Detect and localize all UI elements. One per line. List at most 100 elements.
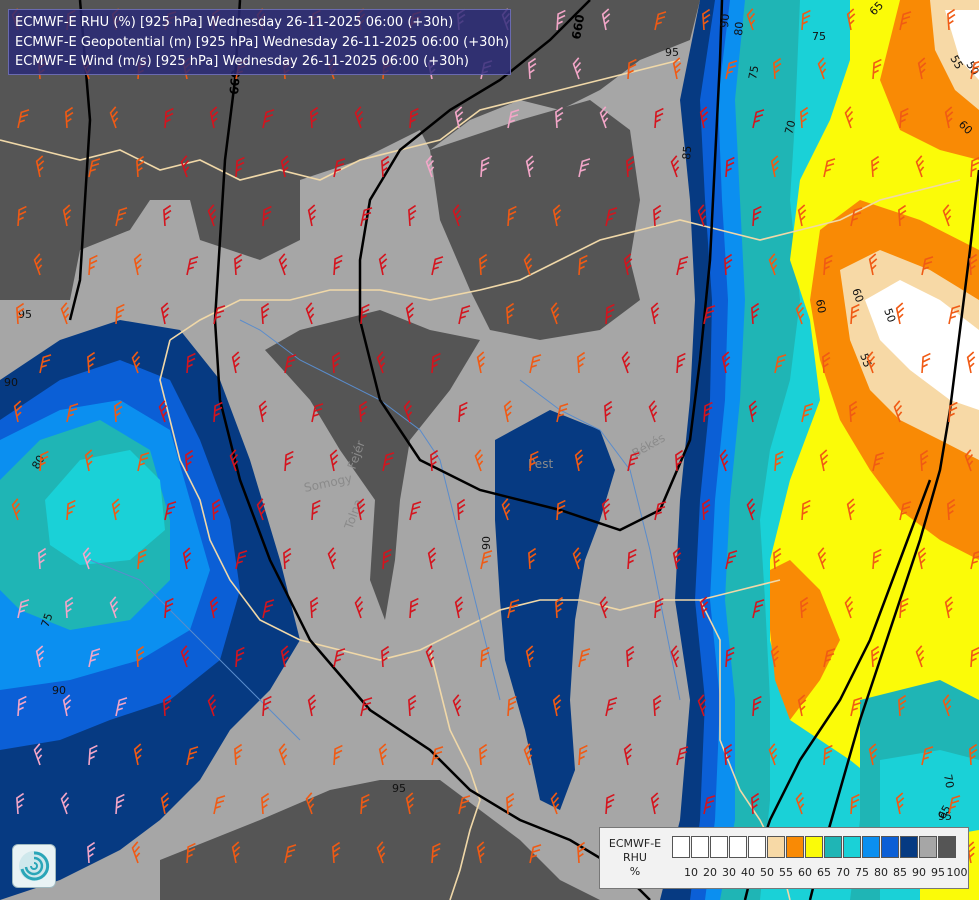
wind-barb-icon (844, 106, 854, 129)
geopotential-label: 660 (569, 13, 587, 40)
wind-barb-icon (137, 548, 147, 570)
wind-barb-icon (621, 351, 631, 374)
wind-barb-icon (725, 550, 738, 570)
wind-barb-icon (947, 498, 956, 521)
wind-barb-icon (305, 302, 315, 325)
wind-barb-icon (262, 205, 272, 227)
wind-barb-icon (186, 746, 199, 766)
wind-barb-icon (501, 498, 511, 521)
wind-barb-icon (801, 9, 811, 31)
wind-barb-icon (409, 597, 419, 619)
wind-barb-icon (182, 547, 192, 570)
wind-barb-icon (872, 548, 882, 570)
wind-barb-icon (359, 400, 368, 423)
wind-barb-icon (604, 400, 613, 423)
wind-barb-icon (115, 207, 128, 227)
wind-barb-icon (66, 403, 79, 423)
wind-barb-icon (114, 400, 123, 423)
wind-barb-icon (676, 352, 686, 374)
legend-tick-label: 95 (931, 866, 945, 879)
legend-swatch (805, 836, 823, 858)
wind-barb-icon (552, 694, 562, 717)
wind-barb-icon (920, 449, 929, 472)
wind-barb-icon (942, 694, 952, 717)
wind-barb-icon (284, 844, 297, 864)
wind-barb-icon (653, 694, 662, 717)
rhu-100-region-west (265, 310, 480, 620)
wind-barb-icon (577, 351, 586, 374)
wind-barb-icon (229, 449, 239, 472)
wind-barb-icon (235, 550, 248, 570)
rhu-contour-label: 80 (732, 21, 746, 36)
legend-swatch (672, 836, 690, 858)
wind-barb-icon (942, 204, 952, 227)
wind-barb-icon (207, 694, 217, 717)
legend-tick-label: 65 (817, 866, 831, 879)
wind-barb-icon (209, 596, 219, 619)
wind-barb-icon (966, 351, 976, 374)
wind-barb-icon (11, 498, 21, 521)
wind-barb-icon (13, 400, 23, 423)
wind-barb-icon (329, 449, 339, 472)
wind-barb-icon (213, 305, 226, 325)
wind-barb-icon (746, 498, 756, 521)
wind-barb-icon (872, 452, 885, 472)
wind-barb-icon (507, 205, 517, 227)
wind-barb-icon (66, 499, 76, 521)
geopotential-contour (213, 0, 651, 900)
wind-barb-icon (898, 204, 907, 227)
wind-barb-icon (88, 254, 98, 276)
wind-barb-icon (574, 449, 584, 472)
wind-barb-icon (284, 354, 297, 374)
geopotential-contour (358, 0, 724, 532)
wind-barb-icon (871, 155, 880, 178)
wind-barb-icon (623, 743, 633, 766)
wind-barb-icon (284, 450, 294, 472)
wind-barb-icon (822, 351, 831, 374)
wind-barb-icon (948, 401, 958, 423)
wind-barb-icon (360, 303, 370, 325)
legend-tick-label: 90 (912, 866, 926, 879)
wind-barb-icon (311, 403, 324, 423)
wind-barb-icon (819, 449, 829, 472)
rhu-contour-label: 95 (665, 46, 679, 59)
wind-barb-icon (801, 499, 811, 521)
wind-barb-icon (725, 646, 735, 668)
wind-barb-icon (850, 697, 863, 717)
wind-barb-icon (408, 204, 417, 227)
wind-barb-icon (872, 58, 882, 80)
wind-barb-icon (970, 60, 979, 80)
wind-barb-icon (354, 106, 364, 129)
rhu-contour-label: 95 (18, 308, 32, 321)
wind-barb-icon (797, 204, 807, 227)
wind-barb-icon (503, 400, 513, 423)
rhu-contour-label: 70 (782, 119, 798, 136)
legend-swatch (843, 836, 861, 858)
wind-barb-icon (817, 57, 827, 80)
legend-tick-label: 55 (779, 866, 793, 879)
rhu-contour-label: 85 (680, 145, 694, 160)
legend-swatch (824, 836, 842, 858)
wind-barb-icon (605, 793, 615, 815)
wind-barb-icon (797, 694, 807, 717)
wind-barb-icon (627, 58, 637, 80)
wind-barb-icon (917, 57, 927, 80)
wind-barb-icon (948, 305, 961, 325)
wind-barb-icon (378, 743, 388, 766)
wind-barb-icon (921, 352, 931, 374)
wind-barb-icon (17, 109, 30, 129)
wind-barb-icon (235, 646, 245, 668)
wind-barb-icon (506, 302, 515, 325)
wind-barb-icon (310, 596, 319, 619)
rhu-100-region-topleft (0, 0, 700, 300)
rhu-70-region-west (45, 450, 165, 565)
wind-barb-icon (164, 597, 174, 619)
rhu-contour-label: 65 (935, 803, 953, 822)
wind-barb-icon (405, 792, 415, 815)
river (519, 379, 681, 701)
wind-barb-icon (721, 351, 731, 374)
wind-barb-icon (186, 256, 199, 276)
wind-barb-icon (431, 352, 441, 374)
wind-barb-icon (654, 597, 664, 619)
